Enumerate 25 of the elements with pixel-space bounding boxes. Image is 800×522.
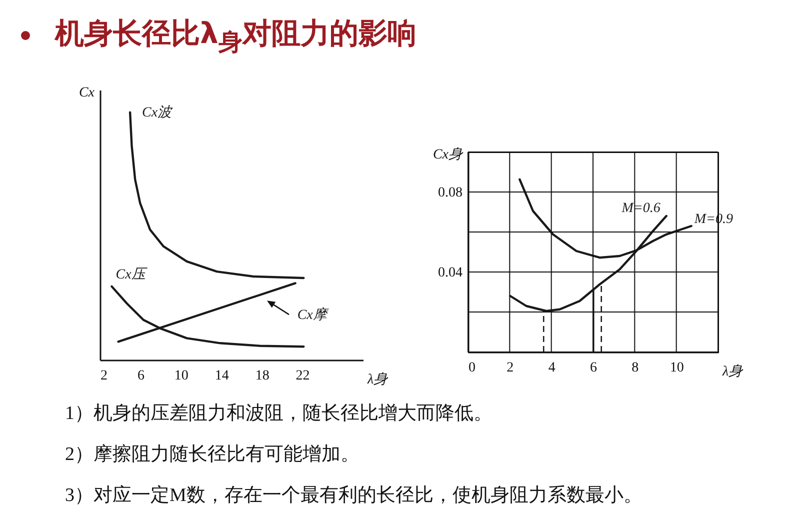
y-axis-title: Cx <box>78 86 96 100</box>
y-axis-title: Cx身 <box>432 146 464 162</box>
x-tick-label: 2 <box>506 360 514 376</box>
x-tick-label: 6 <box>137 368 144 384</box>
text: 2）摩擦阻力随长径比有可能增加。 <box>65 443 360 467</box>
x-axis-title: λ身 <box>366 372 389 388</box>
series-label: Cx波 <box>142 104 174 120</box>
y-tick-label: 0.08 <box>438 186 462 200</box>
x-tick-label: 22 <box>296 368 310 384</box>
series-label: Cx压 <box>116 267 148 282</box>
x-tick-label: 0 <box>468 360 476 376</box>
x-tick-label: 8 <box>632 360 639 376</box>
x-tick-label: 14 <box>214 368 229 384</box>
y-tick-label: 0.04 <box>438 266 462 280</box>
text: 1）机身的压差阻力和波阻，随长径比增大而降低。 <box>65 402 494 426</box>
x-axis-title: λ身 <box>722 364 744 380</box>
x-tick-label: 10 <box>174 368 188 384</box>
x-tick-label: 2 <box>100 368 108 384</box>
x-tick-label: 6 <box>590 360 597 376</box>
x-tick-label: 10 <box>670 360 684 376</box>
x-tick-label: 4 <box>548 360 556 376</box>
text: 3）对应一定M数，存在一个最有利的长径比，使机身阻力系数最小。 <box>65 484 642 508</box>
chart-title: 机身长径比λ$_{身}$对阻力的影响 <box>55 15 416 58</box>
legend-label: Cx摩 <box>297 307 329 324</box>
x-tick-label: 18 <box>255 368 270 384</box>
